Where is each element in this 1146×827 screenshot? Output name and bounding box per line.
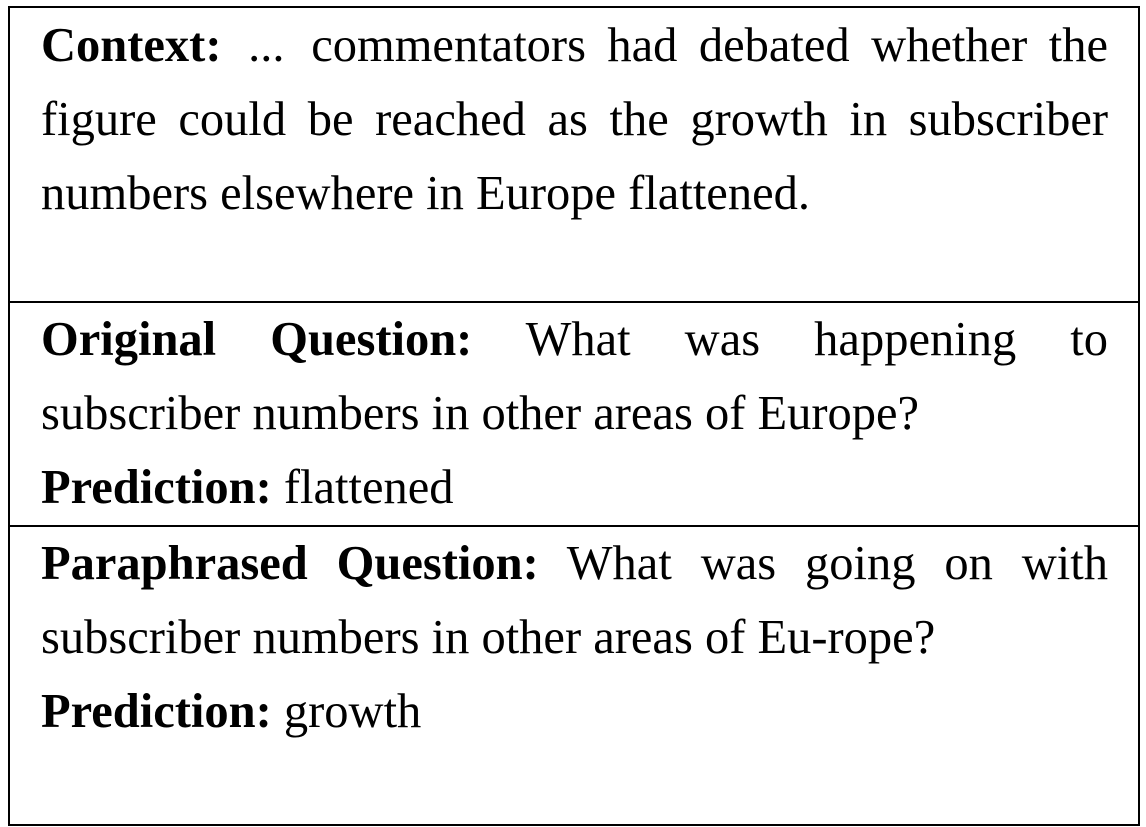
paraphrased-question-cell: Paraphrased Question: What was going on …	[10, 527, 1138, 824]
paraphrased-prediction-label: Prediction:	[41, 685, 272, 738]
example-table: Context:... commentators had debated whet…	[8, 6, 1140, 826]
paraphrased-prediction-line: Prediction: growth	[41, 675, 1108, 749]
original-prediction-label: Prediction:	[41, 461, 272, 514]
paraphrased-question-label: Paraphrased Question:	[41, 537, 539, 590]
context-text: commentators had debated whether the fig…	[41, 19, 1108, 220]
original-question-label: Original Question:	[41, 313, 473, 366]
original-question-text: What was happening to subscriber numbers…	[41, 313, 1109, 440]
context-label: Context:	[41, 19, 222, 72]
original-prediction-value: flattened	[283, 461, 454, 514]
paraphrased-question-text: What was going on with subscriber number…	[41, 537, 1109, 664]
paraphrased-question-block: Paraphrased Question: What was going on …	[41, 527, 1108, 675]
original-prediction-line: Prediction: flattened	[41, 451, 1108, 525]
original-question-cell: Original Question: What was happening to…	[10, 303, 1138, 527]
context-cell: Context:... commentators had debated whet…	[10, 8, 1138, 303]
paraphrased-prediction-value: growth	[283, 685, 422, 738]
context-ellipsis: ...	[248, 19, 285, 72]
original-question-block: Original Question: What was happening to…	[41, 303, 1108, 451]
